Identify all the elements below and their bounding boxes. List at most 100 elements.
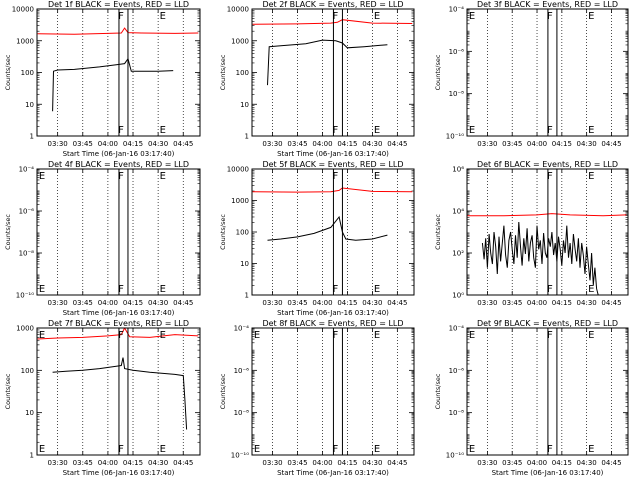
x-tick-label: 04:45 (173, 459, 193, 467)
y-tick-label: 100 (236, 229, 249, 237)
panel-title: Det 5f BLACK = Events, RED = LLD (262, 160, 403, 169)
x-tick-label: 04:00 (312, 459, 332, 467)
panel-title: Det 1f BLACK = Events, RED = LLD (48, 0, 189, 9)
x-tick-label: 04:45 (173, 140, 193, 148)
panel-title: Det 6f BLACK = Events, RED = LLD (477, 160, 618, 169)
y-axis-label: Counts/sec (219, 373, 227, 409)
x-tick-label: 03:30 (262, 459, 282, 467)
x-tick-label: 04:00 (527, 459, 547, 467)
marker-label-top: F (333, 171, 339, 182)
x-tick-label: 04:30 (577, 299, 597, 307)
y-tick-label: 1000 (231, 37, 249, 45)
series-group (37, 27, 199, 112)
y-tick-label: 10⁶ (452, 166, 464, 174)
y-tick-label: 10⁻⁴ (449, 325, 465, 333)
series-events-line (52, 57, 174, 112)
plot-frame (251, 327, 415, 456)
marker-label-bottom: E (160, 284, 166, 295)
x-axis-label: Start Time (06-Jan-16 03:17:40) (277, 150, 389, 158)
panel-title: Det 7f BLACK = Events, RED = LLD (48, 319, 189, 328)
x-tick-label: 04:30 (577, 140, 597, 148)
x-tick-label: 04:15 (337, 299, 357, 307)
x-tick-label: 04:45 (601, 299, 621, 307)
y-tick-label: 1000 (16, 325, 34, 333)
marker-label-top: E (374, 11, 380, 22)
marker-label-bottom: F (118, 284, 124, 295)
y-tick-label: 10⁻¹⁰ (446, 133, 464, 141)
marker-label-bottom: E (39, 284, 45, 295)
y-tick-label: 10⁻⁸ (19, 250, 35, 258)
marker-label-top: E (39, 171, 45, 182)
x-tick-label: 04:30 (148, 459, 168, 467)
x-tick-label: 04:45 (601, 459, 621, 467)
x-tick-label: 03:45 (73, 140, 93, 148)
y-tick-label: 1000 (231, 197, 249, 205)
y-tick-label: 10 (240, 260, 249, 268)
marker-label-bottom: F (333, 444, 339, 455)
x-tick-label: 03:45 (287, 299, 307, 307)
y-axis-label: Counts/sec (4, 373, 12, 409)
x-tick-label: 04:30 (362, 459, 382, 467)
y-axis-label: Counts/sec (434, 214, 442, 250)
x-tick-label: 04:15 (123, 459, 143, 467)
marker-label-bottom: E (374, 284, 380, 295)
marker-label-top: F (118, 11, 124, 22)
x-tick-label: 04:00 (312, 140, 332, 148)
y-axis-label: Counts/sec (434, 373, 442, 409)
panel-title: Det 8f BLACK = Events, RED = LLD (262, 319, 403, 328)
y-tick-label: 10 (25, 409, 34, 417)
marker-label-bottom: E (160, 444, 166, 455)
x-tick-label: 04:30 (148, 140, 168, 148)
x-tick-label: 03:45 (502, 299, 522, 307)
y-tick-label: 10⁻⁶ (449, 367, 465, 375)
series-group (252, 19, 413, 86)
x-tick-label: 04:30 (148, 299, 168, 307)
plot-panel-1: Det 1f BLACK = Events, RED = LLD Counts/s… (4, 0, 201, 158)
marker-label-bottom: E (160, 125, 166, 136)
series-events-line (52, 357, 188, 430)
plot-panel-5: Det 5f BLACK = Events, RED = LLD Counts/s… (219, 160, 415, 317)
x-tick-label: 03:30 (48, 299, 68, 307)
marker-label-top: E (39, 330, 45, 341)
marker-label-top: E (374, 171, 380, 182)
marker-label-bottom: E (374, 444, 380, 455)
y-tick-label: 10 (240, 101, 249, 109)
x-tick-label: 04:15 (552, 140, 572, 148)
y-tick-label: 100 (21, 69, 34, 77)
x-tick-label: 03:45 (287, 140, 307, 148)
y-tick-label: 1 (245, 133, 249, 141)
marker-label-top: E (588, 330, 594, 341)
marker-label-bottom: E (374, 125, 380, 136)
x-tick-label: 04:00 (527, 140, 547, 148)
marker-label-bottom: F (118, 444, 124, 455)
x-axis-label: Start Time (06-Jan-16 03:17:40) (277, 309, 389, 317)
y-tick-label: 1 (30, 133, 34, 141)
y-tick-label: 10⁻¹⁰ (231, 452, 249, 460)
y-tick-label: 100 (21, 367, 34, 375)
marker-label-top: E (160, 11, 166, 22)
x-tick-label: 03:45 (287, 459, 307, 467)
marker-label-top: F (547, 171, 553, 182)
x-tick-label: 04:45 (387, 299, 407, 307)
series-lld-line (37, 27, 199, 35)
marker-label-top: F (118, 171, 124, 182)
y-tick-label: 1 (245, 292, 249, 300)
series-events-line (267, 39, 388, 86)
plot-frame (466, 327, 629, 456)
marker-label-top: E (588, 11, 594, 22)
x-tick-label: 04:30 (362, 140, 382, 148)
y-tick-label: 10⁻⁴ (19, 166, 35, 174)
plot-frame (36, 8, 201, 137)
x-tick-label: 04:00 (98, 459, 118, 467)
marker-label-bottom: F (547, 284, 553, 295)
x-tick-label: 03:30 (48, 140, 68, 148)
plot-panel-8: Det 8f BLACK = Events, RED = LLD Counts/s… (219, 319, 415, 477)
marker-label-bottom: E (588, 284, 594, 295)
marker-label-top: E (588, 171, 594, 182)
y-tick-label: 10⁻⁸ (449, 409, 465, 417)
y-tick-label: 10⁻⁶ (19, 208, 35, 216)
y-tick-label: 10000 (12, 6, 34, 14)
y-tick-label: 10⁴ (452, 208, 464, 216)
x-tick-label: 04:15 (552, 459, 572, 467)
